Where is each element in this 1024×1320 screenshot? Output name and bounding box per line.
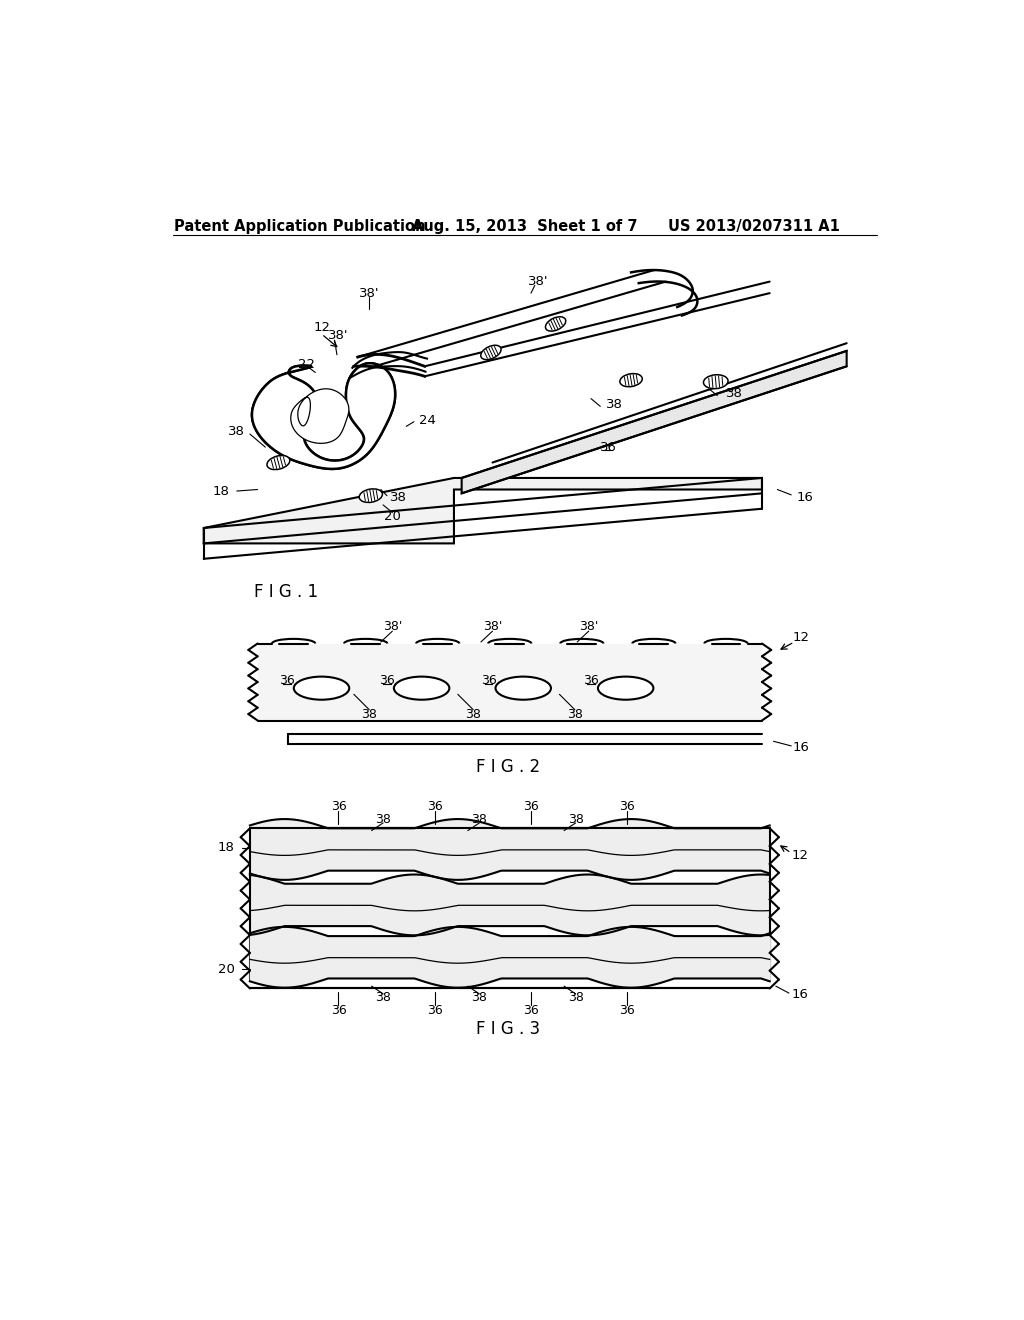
Text: US 2013/0207311 A1: US 2013/0207311 A1 — [669, 219, 841, 234]
Text: 38: 38 — [726, 387, 742, 400]
Text: 38': 38' — [383, 620, 402, 634]
Text: 36: 36 — [279, 675, 295, 686]
Text: 38: 38 — [375, 991, 391, 1005]
Text: F I G . 1: F I G . 1 — [254, 583, 317, 601]
Text: 20: 20 — [384, 510, 400, 523]
Text: 38': 38' — [329, 329, 349, 342]
Text: 36: 36 — [331, 800, 346, 813]
Text: 12: 12 — [793, 631, 810, 644]
Text: 16: 16 — [797, 491, 813, 504]
Polygon shape — [462, 351, 847, 494]
Text: Aug. 15, 2013  Sheet 1 of 7: Aug. 15, 2013 Sheet 1 of 7 — [412, 219, 638, 234]
Text: 36: 36 — [620, 1003, 635, 1016]
Ellipse shape — [267, 455, 290, 470]
Text: 36: 36 — [523, 800, 539, 813]
Ellipse shape — [394, 677, 450, 700]
Ellipse shape — [359, 488, 382, 503]
Ellipse shape — [598, 677, 653, 700]
Text: 38: 38 — [567, 991, 584, 1005]
Text: 22: 22 — [298, 358, 315, 371]
Text: 38: 38 — [606, 399, 624, 412]
Text: 38: 38 — [471, 991, 487, 1005]
Text: 36: 36 — [480, 675, 497, 686]
Text: 36: 36 — [379, 675, 395, 686]
Text: 18: 18 — [212, 484, 229, 498]
Text: 16: 16 — [792, 989, 808, 1001]
Text: 38: 38 — [567, 708, 583, 721]
Text: 36: 36 — [583, 675, 599, 686]
Text: 36: 36 — [427, 800, 442, 813]
Text: 18: 18 — [218, 841, 234, 854]
Ellipse shape — [480, 346, 501, 359]
Polygon shape — [252, 363, 395, 469]
Text: 12: 12 — [792, 849, 808, 862]
Text: 38: 38 — [375, 813, 391, 825]
Ellipse shape — [703, 375, 728, 388]
Ellipse shape — [294, 677, 349, 700]
Text: 38': 38' — [579, 620, 598, 634]
Polygon shape — [291, 389, 349, 444]
Text: 38': 38' — [528, 275, 549, 288]
Polygon shape — [204, 478, 762, 544]
Text: F I G . 3: F I G . 3 — [476, 1019, 540, 1038]
Text: 36: 36 — [523, 1003, 539, 1016]
Text: 12: 12 — [313, 321, 331, 334]
Text: Patent Application Publication: Patent Application Publication — [174, 219, 426, 234]
Text: 38': 38' — [482, 620, 502, 634]
Text: 20: 20 — [218, 962, 234, 975]
Text: 36: 36 — [331, 1003, 346, 1016]
Text: 36: 36 — [599, 441, 616, 454]
Text: 36: 36 — [427, 1003, 442, 1016]
Ellipse shape — [496, 677, 551, 700]
Text: 38: 38 — [361, 708, 377, 721]
Text: 38: 38 — [465, 708, 481, 721]
Text: 36: 36 — [620, 800, 635, 813]
Polygon shape — [258, 644, 762, 721]
Ellipse shape — [620, 374, 642, 387]
Text: 16: 16 — [793, 741, 810, 754]
Text: 38: 38 — [471, 813, 487, 825]
Text: 38: 38 — [227, 425, 245, 438]
Text: 24: 24 — [419, 413, 436, 426]
Text: F I G . 2: F I G . 2 — [476, 758, 540, 776]
Text: 38: 38 — [390, 491, 407, 504]
Ellipse shape — [546, 317, 565, 331]
Text: 38: 38 — [567, 813, 584, 825]
Text: 38': 38' — [359, 286, 380, 300]
